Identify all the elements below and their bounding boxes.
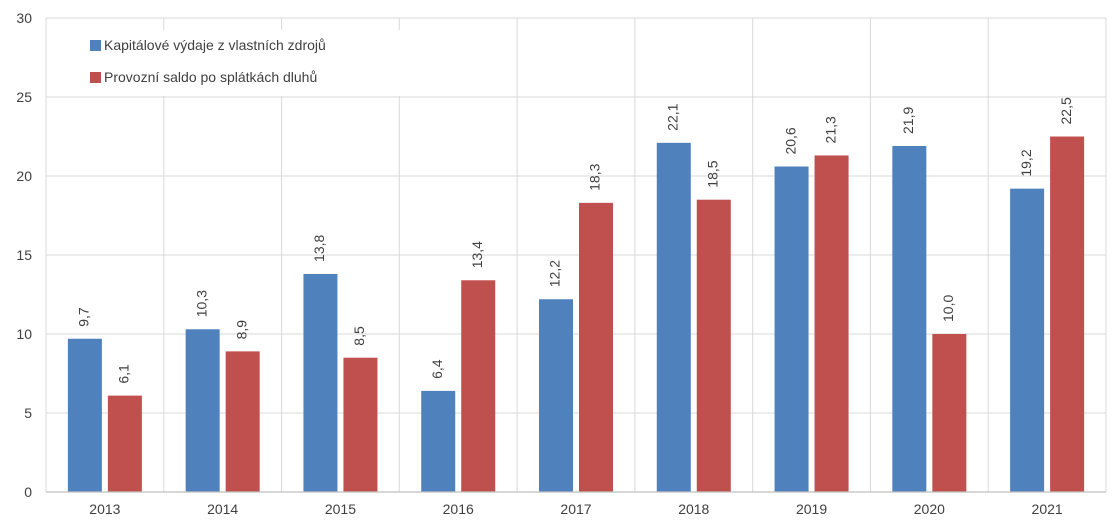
bar-provozni-saldo-2018 — [696, 199, 731, 492]
data-label: 13,4 — [469, 241, 485, 268]
x-tick-label: 2021 — [1032, 501, 1063, 517]
bar-kapitalove-vydaje-2019 — [774, 166, 809, 492]
y-tick-label: 30 — [16, 10, 32, 26]
x-tick-label: 2020 — [914, 501, 945, 517]
y-tick-label: 5 — [24, 405, 32, 421]
legend: Kapitálové výdaje z vlastních zdrojů Prov… — [70, 30, 400, 96]
bar-provozni-saldo-2019 — [814, 155, 849, 492]
data-label: 10,0 — [940, 295, 956, 322]
x-tick-label: 2015 — [325, 501, 356, 517]
bars — [67, 136, 1085, 493]
bar-kapitalove-vydaje-2013 — [67, 338, 102, 492]
data-label: 18,5 — [704, 160, 720, 187]
data-label: 12,2 — [547, 260, 563, 287]
bar-provozni-saldo-2016 — [461, 280, 496, 492]
x-tick-label: 2019 — [796, 501, 827, 517]
bar-provozni-saldo-2017 — [579, 202, 613, 493]
y-tick-label: 10 — [16, 326, 32, 342]
axes: 0 5 10 15 20 25 30 2013 2014 2015 2016 2017 2018 2019… — [16, 10, 1106, 517]
data-label: 22,5 — [1058, 97, 1074, 124]
data-label: 19,2 — [1018, 149, 1034, 176]
data-label: 6,4 — [429, 359, 445, 379]
y-tick-label: 25 — [16, 89, 32, 105]
x-tick-label: 2013 — [89, 501, 120, 517]
legend-background — [70, 30, 400, 96]
legend-swatch — [90, 72, 101, 83]
y-tick-label: 15 — [16, 247, 32, 263]
x-tick-label: 2017 — [560, 501, 591, 517]
legend-label: Provozní saldo po splátkách dluhů — [104, 69, 317, 85]
bar-kapitalove-vydaje-2021 — [1010, 188, 1045, 492]
data-label: 20,6 — [782, 127, 798, 154]
x-tick-label: 2014 — [207, 501, 238, 517]
bar-provozni-saldo-2013 — [107, 395, 142, 492]
bar-provozni-saldo-2015 — [343, 357, 378, 492]
x-tick-label: 2018 — [678, 501, 709, 517]
data-label: 10,3 — [193, 290, 209, 317]
data-label: 6,1 — [116, 364, 132, 384]
bar-kapitalove-vydaje-2020 — [892, 145, 927, 493]
data-label: 18,3 — [587, 163, 603, 190]
bar-provozni-saldo-2014 — [225, 351, 260, 492]
data-label: 22,1 — [664, 103, 680, 130]
x-tick-label: 2016 — [443, 501, 474, 517]
gridlines — [45, 17, 1107, 492]
bar-kapitalove-vydaje-2014 — [185, 329, 220, 492]
data-label: 21,3 — [822, 116, 838, 143]
bar-kapitalove-vydaje-2015 — [303, 273, 338, 492]
bar-kapitalove-vydaje-2016 — [421, 390, 456, 492]
y-tick-label: 0 — [24, 484, 32, 500]
bar-provozni-saldo-2021 — [1050, 136, 1085, 492]
y-tick-label: 20 — [16, 168, 32, 184]
data-label: 8,5 — [351, 326, 367, 346]
bar-provozni-saldo-2020 — [932, 334, 967, 492]
data-label: 8,9 — [233, 320, 249, 340]
bar-kapitalove-vydaje-2017 — [539, 299, 573, 492]
legend-swatch — [90, 40, 101, 51]
legend-label: Kapitálové výdaje z vlastních zdrojů — [104, 37, 326, 53]
data-label: 13,8 — [311, 234, 327, 261]
data-label: 9,7 — [76, 307, 92, 327]
data-label: 21,9 — [900, 107, 916, 134]
bar-kapitalove-vydaje-2018 — [656, 142, 691, 492]
data-labels: 9,7 6,1 10,3 8,9 13,8 8,5 6,4 13,4 12,2 18,3 22,1 1… — [76, 97, 1074, 384]
